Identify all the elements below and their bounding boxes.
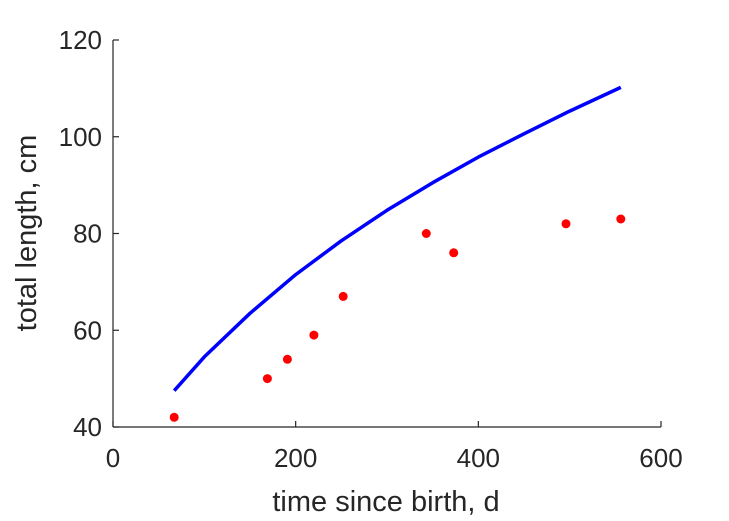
y-tick-label: 80 bbox=[73, 219, 102, 249]
x-tick-label: 400 bbox=[457, 443, 500, 473]
data-point bbox=[616, 214, 626, 224]
x-tick-label: 200 bbox=[274, 443, 317, 473]
data-point bbox=[262, 374, 272, 384]
data-point bbox=[309, 330, 319, 340]
y-tick-label: 120 bbox=[59, 25, 102, 55]
data-point bbox=[338, 291, 348, 301]
data-point bbox=[421, 229, 431, 238]
data-point bbox=[449, 248, 459, 258]
x-tick-label: 0 bbox=[106, 443, 120, 473]
x-axis-ticks: 0 200 400 600 bbox=[106, 421, 683, 473]
y-axis-ticks: 40 60 80 100 120 bbox=[59, 25, 119, 442]
fitted-curve-layer bbox=[172, 85, 622, 392]
y-axis-label: total length, cm bbox=[11, 135, 43, 332]
y-tick-label: 40 bbox=[73, 412, 102, 442]
fitted-curve bbox=[172, 85, 622, 392]
x-tick-label: 600 bbox=[639, 443, 682, 473]
x-axis-label: time since birth, d bbox=[272, 486, 499, 518]
y-tick-label: 100 bbox=[59, 122, 102, 152]
data-points-layer bbox=[169, 214, 626, 422]
data-point bbox=[282, 354, 292, 364]
y-tick-label: 60 bbox=[73, 315, 102, 345]
data-point bbox=[169, 412, 179, 422]
data-point bbox=[561, 219, 571, 229]
